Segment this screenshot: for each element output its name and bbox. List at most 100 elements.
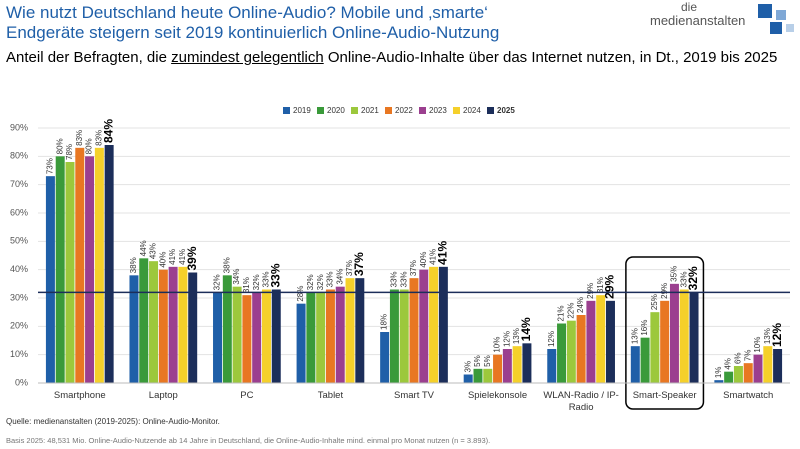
legend-swatch: [487, 107, 494, 114]
bar: [679, 289, 689, 383]
value-label: 24%: [576, 297, 585, 313]
value-label: 84%: [101, 119, 115, 143]
legend-label: 2023: [429, 106, 447, 115]
legend-label: 2020: [327, 106, 345, 115]
value-label: 41%: [436, 240, 450, 264]
value-label: 5%: [483, 355, 492, 367]
bar: [104, 145, 114, 383]
legend-swatch: [351, 107, 358, 114]
value-label: 12%: [502, 331, 511, 347]
bar: [55, 156, 65, 383]
bar: [316, 292, 326, 383]
bar: [714, 380, 724, 383]
value-label: 37%: [409, 260, 418, 276]
subtitle-part: Online-Audio-Inhalte über das Internet n…: [323, 49, 778, 66]
value-label: 32%: [316, 274, 325, 290]
value-label: 83%: [75, 130, 84, 146]
value-label: 40%: [158, 252, 167, 268]
bar: [252, 292, 262, 383]
value-label: 7%: [743, 350, 752, 362]
bar: [399, 289, 409, 383]
legend-label: 2024: [463, 106, 481, 115]
value-label: 33%: [399, 271, 408, 287]
x-tick-label: Smart TV: [394, 390, 434, 401]
legend-swatch: [317, 107, 324, 114]
y-tick-label: 70%: [10, 179, 28, 189]
bar: [483, 368, 493, 383]
bar: [232, 286, 242, 383]
legend-swatch: [385, 107, 392, 114]
legend-label: 2021: [361, 106, 379, 115]
bar: [306, 292, 316, 383]
value-label: 78%: [65, 144, 74, 160]
value-label: 13%: [763, 328, 772, 344]
legend-swatch: [453, 107, 460, 114]
value-label: 12%: [547, 331, 556, 347]
x-tick-label: Spielekonsole: [467, 390, 528, 401]
bar: [261, 289, 271, 383]
bar: [45, 176, 55, 383]
value-label: 12%: [770, 323, 784, 347]
bar: [660, 300, 670, 383]
y-tick-label: 10%: [10, 349, 28, 359]
value-label: 6%: [734, 352, 743, 364]
x-tick-label: Laptop: [148, 390, 178, 401]
value-label: 28%: [296, 286, 305, 302]
x-tick-label: Tablet: [317, 390, 344, 401]
bar: [242, 295, 252, 383]
value-label: 43%: [149, 243, 158, 259]
value-label: 31%: [596, 277, 605, 293]
bar: [763, 346, 773, 383]
bar: [669, 283, 679, 383]
bar: [65, 162, 75, 383]
bar: [429, 266, 439, 383]
value-label: 83%: [94, 130, 103, 146]
value-label: 21%: [557, 305, 566, 321]
bar: [522, 343, 532, 383]
bar: [502, 349, 512, 383]
bar: [94, 147, 104, 383]
value-label: 37%: [345, 260, 354, 276]
value-label: 35%: [670, 266, 679, 282]
legend-label: 2025: [497, 106, 515, 115]
bar: [733, 366, 743, 383]
subtitle-part: Anteil der Befragten, die: [6, 49, 172, 66]
logo-icon: [758, 4, 794, 34]
x-tick-label: PC: [240, 390, 254, 401]
bar: [296, 303, 306, 383]
note: Basis 2025: 48,531 Mio. Online-Audio-Nut…: [6, 436, 491, 445]
bar: [566, 320, 576, 383]
logo-text: medienanstalten: [650, 13, 746, 28]
x-tick-label: Smart-Speaker: [632, 390, 697, 401]
value-label: 18%: [380, 314, 389, 330]
bar: [355, 278, 365, 383]
value-label: 31%: [242, 277, 251, 293]
legend-swatch: [419, 107, 426, 114]
value-label: 34%: [232, 269, 241, 285]
bar: [689, 292, 699, 383]
value-label: 38%: [129, 257, 138, 273]
subtitle: Anteil der Befragten, die zumindest gele…: [6, 49, 777, 66]
y-tick-label: 50%: [10, 236, 28, 246]
y-tick-label: 20%: [10, 321, 28, 331]
source: Quelle: medienanstalten (2019-2025): Onl…: [6, 417, 220, 426]
bar: [85, 156, 95, 383]
value-label: 29%: [660, 283, 669, 299]
bar: [158, 269, 168, 383]
value-label: 32%: [213, 274, 222, 290]
y-tick-label: 90%: [10, 122, 28, 132]
value-label: 13%: [630, 328, 639, 344]
subtitle-part: zumindest gelegentlich: [171, 49, 324, 66]
bar: [75, 147, 85, 383]
bar: [753, 354, 763, 383]
highlight-box: [625, 256, 705, 410]
y-tick-label: 60%: [10, 207, 28, 217]
value-label: 41%: [168, 249, 177, 265]
bar: [178, 266, 188, 383]
value-label: 41%: [429, 249, 438, 265]
legend-label: 2019: [293, 106, 311, 115]
value-label: 1%: [714, 367, 723, 379]
value-label: 16%: [640, 320, 649, 336]
